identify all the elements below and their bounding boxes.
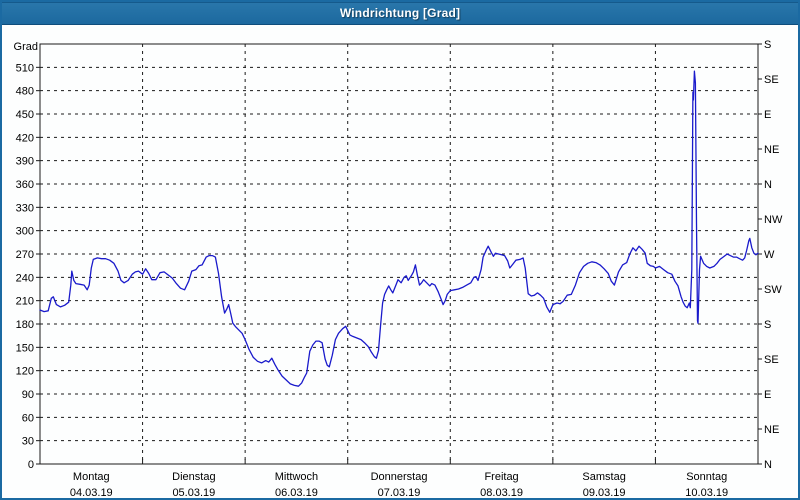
x-date-label: 08.03.19 xyxy=(480,487,523,498)
y-left-tick-label: 150 xyxy=(16,342,34,354)
y-right-tick-label: N xyxy=(764,459,772,471)
y-left-tick-label: 300 xyxy=(16,226,34,238)
x-date-label: 04.03.19 xyxy=(70,487,113,498)
y-right-tick-label: S xyxy=(764,319,771,331)
y-right-tick-label: E xyxy=(764,389,771,401)
x-day-label: Freitag xyxy=(484,471,518,483)
x-day-label: Donnerstag xyxy=(371,471,428,483)
y-left-tick-label: 390 xyxy=(16,156,34,168)
y-left-tick-label: 60 xyxy=(22,412,34,424)
x-date-label: 10.03.19 xyxy=(685,487,728,498)
y-right-tick-label: S xyxy=(764,39,771,51)
y-right-tick-label: NE xyxy=(764,144,779,156)
x-day-label: Samstag xyxy=(582,471,625,483)
series-line-windrichtung xyxy=(39,70,759,387)
x-date-label: 09.03.19 xyxy=(583,487,626,498)
y-right-tick-label: SW xyxy=(764,284,782,296)
y-left-tick-label: 210 xyxy=(16,296,34,308)
x-day-label: Sonntag xyxy=(686,471,727,483)
chart-area: 0 30 60 90 120 150 180 210 240 270 300 330 360 390 420… xyxy=(2,25,798,498)
y-left-tick-label: 480 xyxy=(16,86,34,98)
y-right-tick-label: E xyxy=(764,109,771,121)
y-right-tick-label: SE xyxy=(764,354,779,366)
y-right-tick-label: NW xyxy=(764,214,783,226)
panel-title: Windrichtung [Grad] xyxy=(339,6,461,20)
y-right-tick-label: W xyxy=(764,249,775,261)
y-left-tick-label: 90 xyxy=(22,389,34,401)
y-left-tick-label: 420 xyxy=(16,132,34,144)
y-left-tick-label: 450 xyxy=(16,109,34,121)
x-day-label: Mittwoch xyxy=(275,471,318,483)
y-left-tick-label: 180 xyxy=(16,319,34,331)
y-axis-title: Grad xyxy=(14,41,38,53)
y-left-tick-label: 360 xyxy=(16,179,34,191)
y-left-tick-label: 270 xyxy=(16,249,34,261)
x-date-label: 05.03.19 xyxy=(172,487,215,498)
y-left-tick-label: 30 xyxy=(22,436,34,448)
y-left-tick-label: 510 xyxy=(16,62,34,74)
y-left-tick-label: 330 xyxy=(16,202,34,214)
x-day-label: Montag xyxy=(73,471,110,483)
y-right-tick-label: NE xyxy=(764,424,779,436)
x-date-label: 07.03.19 xyxy=(378,487,421,498)
wind-direction-chart: 0 30 60 90 120 150 180 210 240 270 300 330 360 390 420… xyxy=(14,39,783,498)
y-right-tick-label: N xyxy=(764,179,772,191)
y-left-tick-label: 0 xyxy=(28,459,34,471)
y-left-tick-label: 240 xyxy=(16,272,34,284)
y-right-tick-label: SE xyxy=(764,74,779,86)
panel-titlebar: Windrichtung [Grad] xyxy=(2,2,798,25)
x-date-label: 06.03.19 xyxy=(275,487,318,498)
x-day-label: Dienstag xyxy=(172,471,215,483)
y-left-tick-label: 120 xyxy=(16,366,34,378)
